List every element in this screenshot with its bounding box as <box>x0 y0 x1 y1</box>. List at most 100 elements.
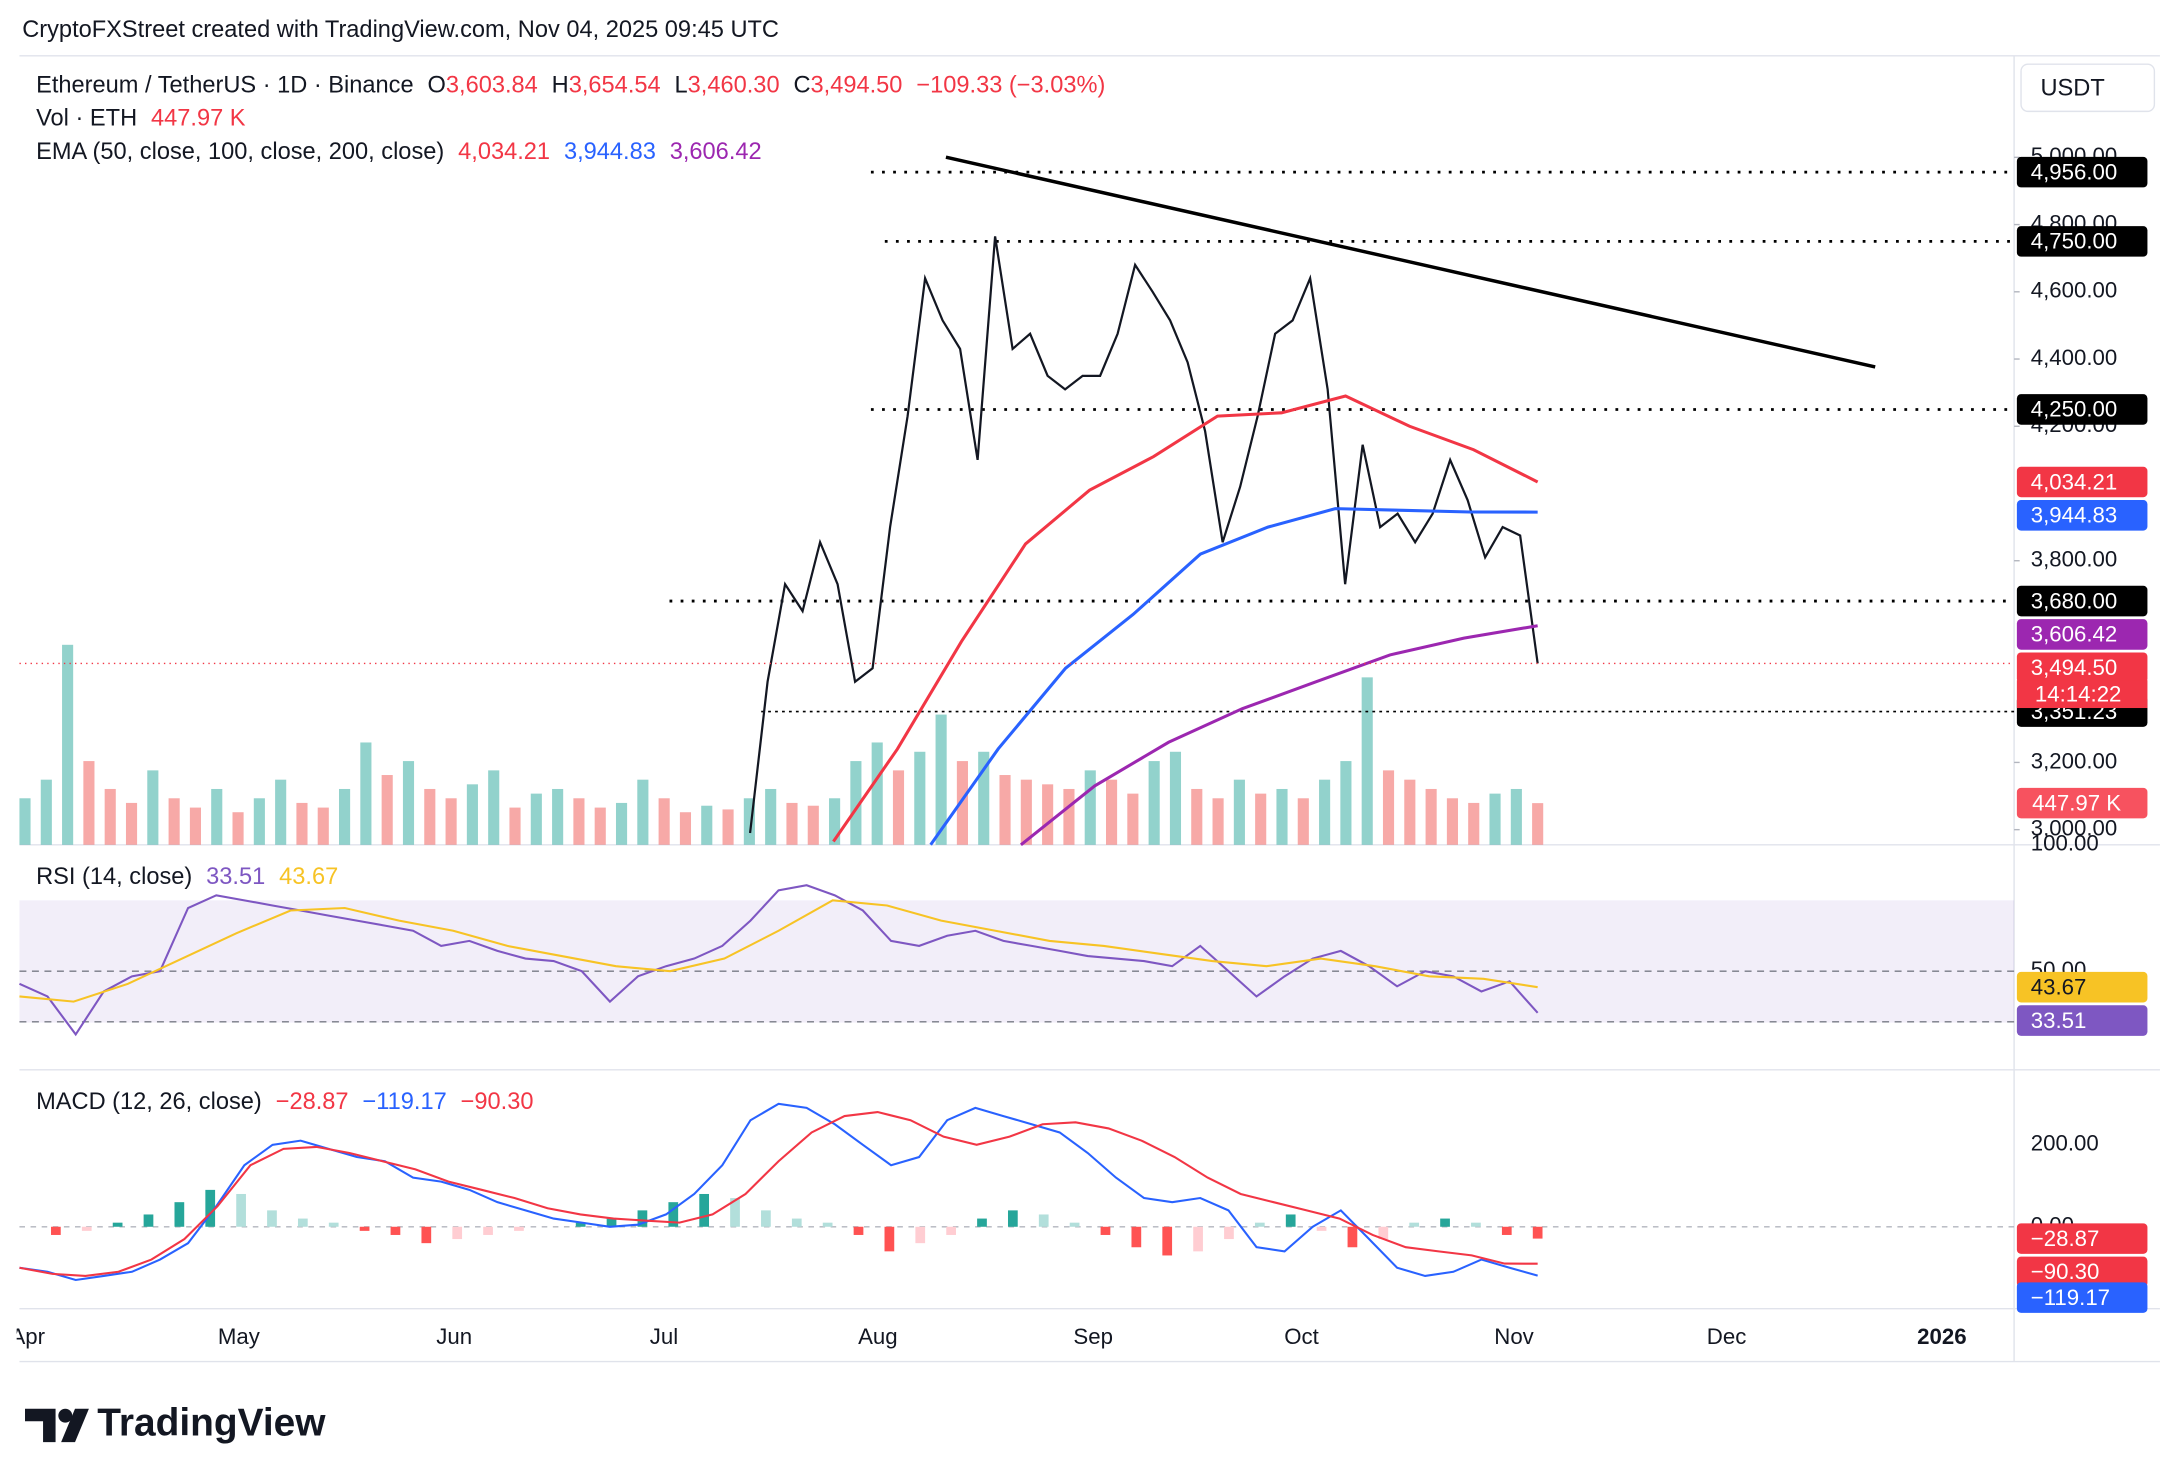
macd-label: MACD (12, 26, close) <box>36 1089 262 1115</box>
price-line <box>748 236 1539 834</box>
rsi-band <box>19 900 2015 1023</box>
volume-bar <box>104 788 116 845</box>
volume-bar <box>381 775 393 845</box>
legend-macd: MACD (12, 26, close) −28.87 −119.17 −90.30 <box>36 1089 533 1115</box>
x-tick-label: May <box>218 1324 261 1349</box>
price-badge <box>2016 619 2148 650</box>
volume-bar <box>786 802 798 845</box>
price-badge <box>2016 971 2148 1003</box>
macd-histogram-bar <box>1471 1222 1481 1227</box>
y-tick-label: 3,000.00 <box>2031 816 2118 841</box>
macd-line <box>19 1102 1538 1282</box>
price-badge <box>2016 466 2148 498</box>
x-tick-label: Sep <box>1073 1324 1113 1349</box>
legend-ema: EMA (50, close, 100, close, 200, close) 4… <box>36 139 762 165</box>
volume-bar <box>935 714 947 845</box>
macd-histogram-bar <box>915 1226 926 1244</box>
currency-button[interactable] <box>2020 63 2156 113</box>
macd-histogram-bar <box>1378 1226 1389 1240</box>
macd-histogram-bar <box>977 1218 987 1227</box>
volume-bar <box>1510 788 1522 845</box>
volume-bar <box>956 761 968 845</box>
currency[interactable]: USDT <box>2040 75 2104 101</box>
volume-badge <box>2016 787 2148 819</box>
macd-histogram-bar <box>761 1210 771 1227</box>
volume-bar <box>807 805 819 845</box>
price-badge-label: 3,494.50 <box>2031 655 2118 680</box>
volume-bar <box>232 812 244 845</box>
macd-histogram-bar <box>1069 1222 1080 1227</box>
y-tick-label: 4,600.00 <box>2031 278 2118 303</box>
volume-bar <box>999 775 1011 845</box>
volume-bar <box>1169 751 1182 845</box>
volume-bar <box>1084 770 1096 845</box>
macd-histogram-bar <box>606 1218 617 1227</box>
macd-histogram-bar <box>946 1226 956 1235</box>
volume-bar <box>296 802 308 845</box>
price-badge-label: 33.51 <box>2031 1008 2087 1033</box>
macd-histogram-bar <box>1501 1226 1512 1235</box>
macd-histogram-bar <box>637 1210 648 1227</box>
ohlc-value: 3,654.54 <box>569 73 661 99</box>
volume-bar <box>125 802 138 845</box>
y-tick-label: 3,200.00 <box>2031 748 2118 773</box>
price-badge-label: −119.17 <box>2031 1285 2110 1310</box>
macd-histogram-bar <box>791 1218 802 1227</box>
volume-bar <box>765 788 777 845</box>
macd-histogram-bar <box>328 1222 339 1227</box>
x-tick-label: Jul <box>650 1324 678 1349</box>
volume-bar <box>275 779 287 845</box>
volume-bar <box>83 761 95 845</box>
volume-bar <box>1340 761 1352 845</box>
logo: TradingView <box>25 1402 326 1445</box>
macd-histogram-bar <box>730 1198 740 1227</box>
rsi-line <box>19 899 1538 1003</box>
volume-bar <box>147 770 159 845</box>
macd-histogram-bar <box>1285 1214 1296 1227</box>
x-tick-label: 2026 <box>1917 1324 1966 1349</box>
macd-histogram-bar <box>1193 1226 1203 1252</box>
volume-bar <box>1319 779 1331 845</box>
volume-bar <box>1446 798 1458 845</box>
ohlc-key: L <box>675 73 688 99</box>
ema-value: 3,944.83 <box>564 139 656 165</box>
volume-bar <box>1148 761 1160 845</box>
macd-histogram-bar <box>452 1226 463 1240</box>
macd-histogram-bar <box>112 1222 123 1227</box>
price-badge <box>2016 156 2148 188</box>
macd-histogram-bar <box>1316 1226 1327 1231</box>
volume-bar <box>679 812 692 845</box>
volume-bar <box>509 807 521 845</box>
macd-histogram-bar <box>668 1202 679 1227</box>
volume-bar <box>1489 793 1501 845</box>
ema-line <box>832 394 1539 843</box>
y-tick-label: 3,800.00 <box>2031 547 2118 572</box>
volume-bar <box>1212 798 1224 845</box>
volume-bar <box>978 751 990 845</box>
volume-bar <box>1532 803 1544 845</box>
price-badge-label: 4,750.00 <box>2031 229 2118 254</box>
macd-histogram-bar <box>297 1218 308 1227</box>
price-badge-label: 4,250.00 <box>2031 397 2118 422</box>
volume-bar <box>1382 770 1395 845</box>
price-badge-label: 3,606.42 <box>2031 622 2118 647</box>
volume-bar <box>722 809 734 845</box>
ohlc-value: 3,603.84 <box>446 73 538 99</box>
brand: TradingView <box>97 1402 326 1445</box>
price-badge <box>2016 652 2148 684</box>
x-tick-label: Oct <box>1284 1324 1319 1349</box>
volume-bar <box>829 798 841 845</box>
price-badge <box>2016 585 2148 617</box>
macd-histogram-bar <box>51 1226 61 1235</box>
volume-bar <box>424 788 436 845</box>
macd-histogram-bar <box>205 1189 216 1227</box>
volume-bar <box>615 802 628 845</box>
macd-histogram-bar <box>575 1222 586 1227</box>
rsi-label: RSI (14, close) <box>36 864 192 890</box>
trendline <box>945 155 1876 369</box>
price-badge <box>2016 1282 2148 1313</box>
volume-bar <box>1127 793 1139 845</box>
legend-rsi: RSI (14, close) 33.51 43.67 <box>36 864 338 890</box>
